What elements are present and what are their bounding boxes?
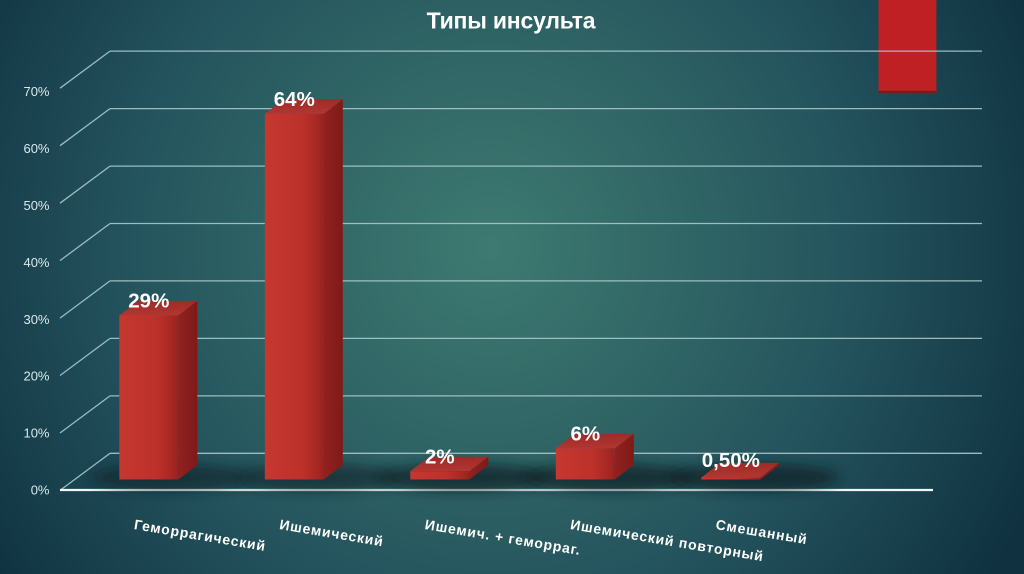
svg-text:6%: 6% (570, 422, 600, 445)
svg-text:64%: 64% (274, 88, 315, 111)
svg-text:30%: 30% (23, 312, 49, 327)
svg-text:70%: 70% (23, 84, 49, 99)
svg-text:0%: 0% (31, 483, 50, 498)
svg-text:20%: 20% (23, 369, 49, 384)
svg-text:29%: 29% (128, 290, 169, 313)
svg-text:40%: 40% (23, 255, 49, 270)
svg-text:2%: 2% (425, 445, 455, 468)
svg-text:Типы инсульта: Типы инсульта (427, 8, 596, 34)
svg-text:50%: 50% (23, 198, 49, 213)
svg-text:60%: 60% (23, 141, 49, 156)
svg-text:10%: 10% (23, 426, 49, 441)
svg-text:0,50%: 0,50% (702, 449, 760, 472)
